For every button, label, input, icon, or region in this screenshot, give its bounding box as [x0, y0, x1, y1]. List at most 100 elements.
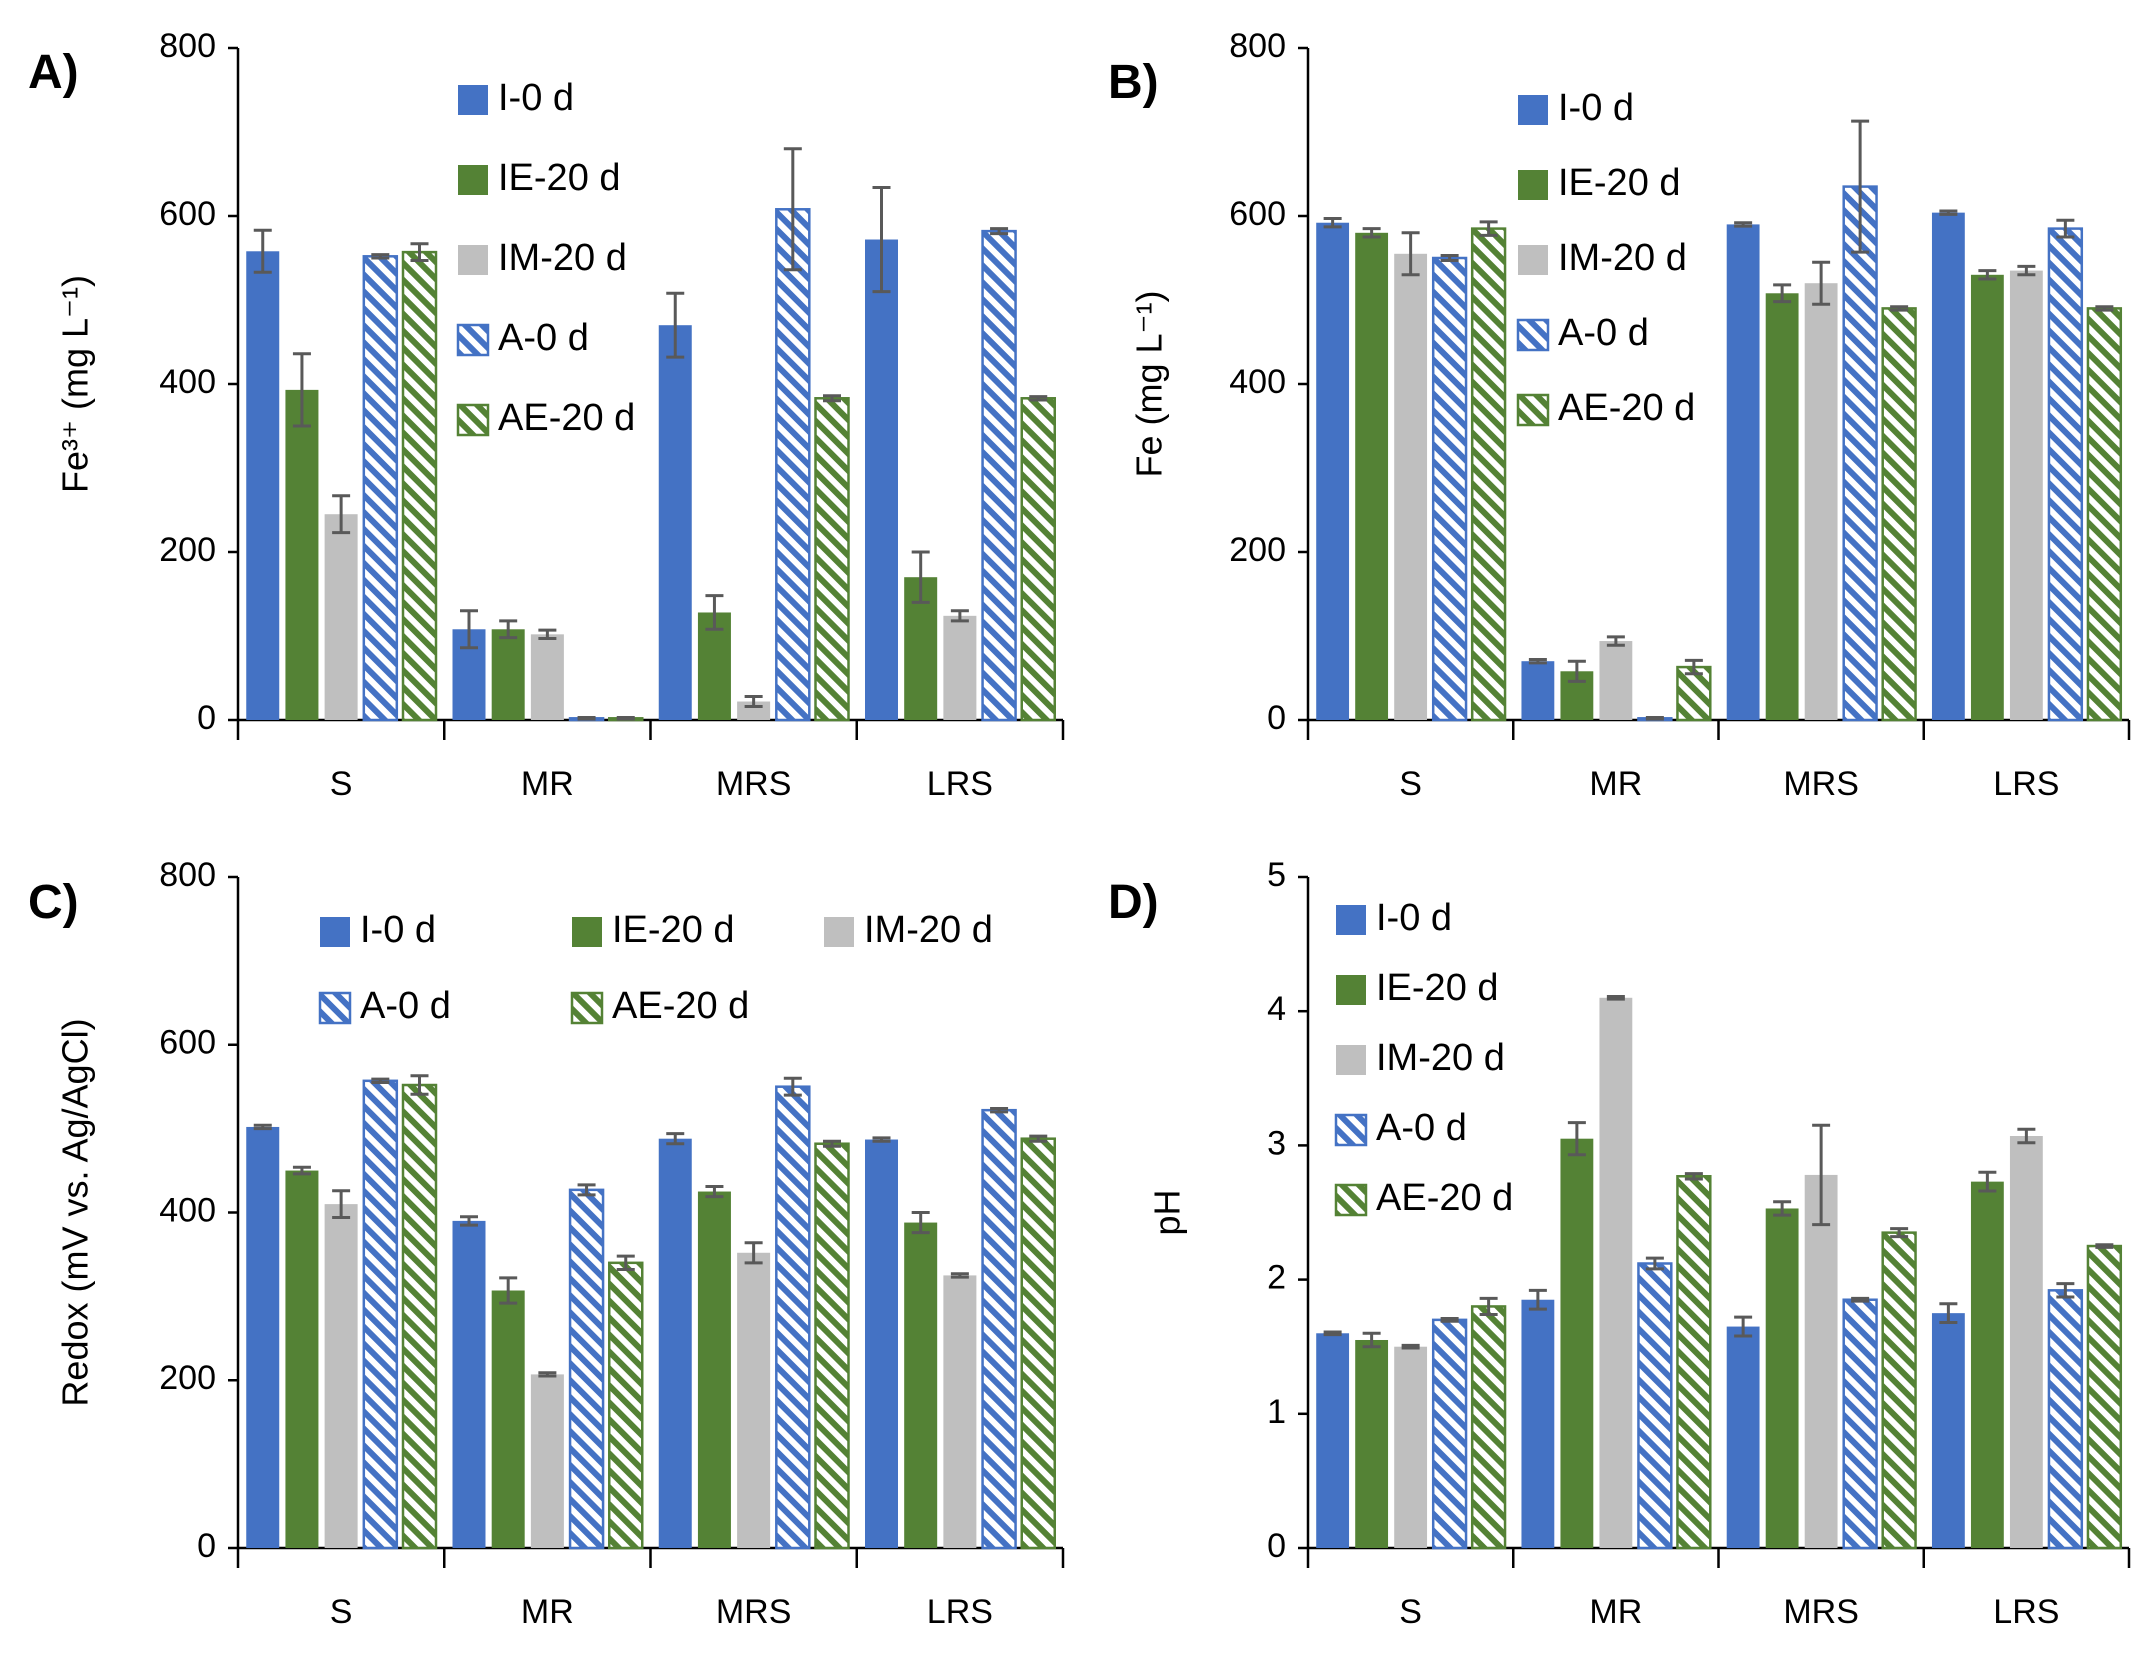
error-bar [1734, 221, 1753, 228]
error-bar [1645, 715, 1664, 721]
bar [1599, 997, 1633, 1548]
y-tick-label: 0 [197, 699, 216, 737]
error-bar [577, 715, 596, 721]
legend-swatch [824, 917, 854, 947]
error-bar [950, 609, 969, 623]
bar [401, 250, 438, 722]
error-bar [1606, 635, 1625, 647]
error-bar [332, 494, 351, 535]
legend: I-0 d IE-20 d IM-20 d A-0 d AE-20 d [456, 77, 635, 439]
error-bar [1890, 1227, 1909, 1239]
legend-label: AE-20 d [498, 397, 635, 439]
y-axis-label: Fe (mg L⁻¹) [1129, 290, 1170, 477]
bar [697, 1191, 731, 1548]
error-bar [990, 1106, 1009, 1114]
error-bar [2095, 305, 2114, 312]
y-tick-label: 0 [1267, 699, 1286, 737]
bar [737, 1252, 771, 1548]
x-tick-label: S [1399, 765, 1422, 803]
x-tick-label: S [330, 1593, 353, 1631]
bar [1599, 641, 1633, 720]
error-bar [371, 1077, 390, 1084]
legend-label: IE-20 d [612, 909, 735, 951]
error-bar [823, 394, 841, 403]
legend-label: IE-20 d [498, 157, 621, 199]
error-bar [1684, 1172, 1703, 1181]
error-bar [2017, 1127, 2036, 1145]
bar [865, 239, 898, 720]
legend: I-0 d IE-20 d IM-20 d A-0 d AE-20 d [1334, 897, 1513, 1219]
x-tick-label: MRS [716, 1593, 792, 1631]
bar [1521, 661, 1555, 720]
bar [1521, 1299, 1555, 1548]
x-tick-label: LRS [1993, 765, 2059, 803]
bar [1431, 1318, 1468, 1550]
legend-label: AE-20 d [1376, 1177, 1513, 1219]
legend-label: AE-20 d [612, 985, 749, 1027]
bar [1470, 227, 1507, 722]
error-bar [2095, 1243, 2114, 1249]
error-bar [1567, 1121, 1586, 1157]
error-bar [872, 185, 891, 294]
legend-swatch [1516, 393, 1550, 427]
bar [491, 1290, 525, 1548]
bar [981, 1108, 1017, 1550]
bar [1676, 1175, 1712, 1550]
error-bar [1362, 1331, 1381, 1349]
y-tick-label: 0 [197, 1527, 216, 1565]
x-tick-label: MRS [716, 765, 792, 803]
legend-swatch [1516, 318, 1550, 352]
legend-label: IM-20 d [1376, 1037, 1505, 1079]
bar [1316, 1333, 1350, 1548]
y-tick-label: 200 [1229, 531, 1286, 569]
bar [1394, 1346, 1428, 1548]
y-tick-label: 400 [1229, 363, 1286, 401]
error-bar [1567, 659, 1586, 683]
legend-swatch [1518, 245, 1548, 275]
error-bar [1440, 253, 1459, 263]
bar [1355, 232, 1389, 721]
bar [285, 1170, 319, 1548]
legend-swatch [1518, 170, 1548, 200]
bar [608, 1261, 644, 1550]
legend-label: I-0 d [1376, 897, 1452, 939]
error-bar [616, 1254, 635, 1272]
y-tick-label: 5 [1267, 856, 1286, 894]
error-bar [499, 619, 518, 640]
y-tick-label: 600 [1229, 195, 1286, 233]
bar [1842, 1298, 1878, 1550]
error-bar [1323, 217, 1342, 229]
chart-panel-d: D) pH 0 1 2 3 4 5 S MR MRS LRS I-0 d IE-20 d IM-20 d A-… [1108, 856, 2131, 1631]
legend-label: A-0 d [1376, 1107, 1467, 1149]
bar [943, 615, 977, 720]
error-bar [460, 609, 478, 650]
legend: I-0 d IE-20 d IM-20 d A-0 d AE-20 d [1516, 87, 1695, 429]
y-tick-label: 1 [1267, 1393, 1286, 1431]
legend-label: IM-20 d [864, 909, 993, 951]
legend-swatch [458, 245, 488, 275]
bar [285, 389, 319, 720]
legend-label: AE-20 d [1558, 387, 1695, 429]
y-axis-label: Redox (mV vs. Ag/AgCl) [55, 1018, 96, 1406]
x-tick-label: LRS [927, 1593, 993, 1631]
error-bar [1812, 1123, 1831, 1227]
bar [1765, 293, 1799, 720]
bar [943, 1275, 977, 1548]
bar [814, 397, 850, 722]
bar [1970, 1181, 2004, 1548]
bar [1020, 1137, 1056, 1550]
legend-swatch [456, 403, 490, 437]
legend-swatch [1336, 905, 1366, 935]
y-tick-label: 800 [1229, 27, 1286, 65]
legend-swatch [456, 323, 490, 357]
bar [2009, 270, 2043, 720]
error-bar [1401, 1343, 1420, 1350]
error-bar [1773, 1200, 1792, 1217]
x-tick-label: S [1399, 1593, 1422, 1631]
bar [1431, 256, 1468, 722]
bar [452, 1220, 486, 1548]
error-bar [705, 594, 724, 631]
error-bar [744, 694, 763, 709]
error-bar [538, 1371, 557, 1378]
bar [658, 1138, 692, 1548]
